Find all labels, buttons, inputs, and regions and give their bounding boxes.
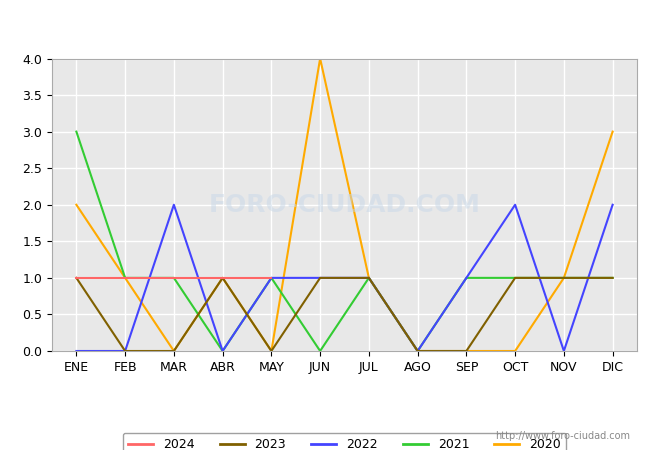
Text: FORO-CIUDAD.COM: FORO-CIUDAD.COM: [209, 193, 480, 217]
Text: http://www.foro-ciudad.com: http://www.foro-ciudad.com: [495, 431, 630, 441]
Text: Matriculaciones de Vehiculos en Zotes del Páramo: Matriculaciones de Vehiculos en Zotes de…: [80, 18, 570, 36]
Legend: 2024, 2023, 2022, 2021, 2020: 2024, 2023, 2022, 2021, 2020: [123, 433, 566, 450]
